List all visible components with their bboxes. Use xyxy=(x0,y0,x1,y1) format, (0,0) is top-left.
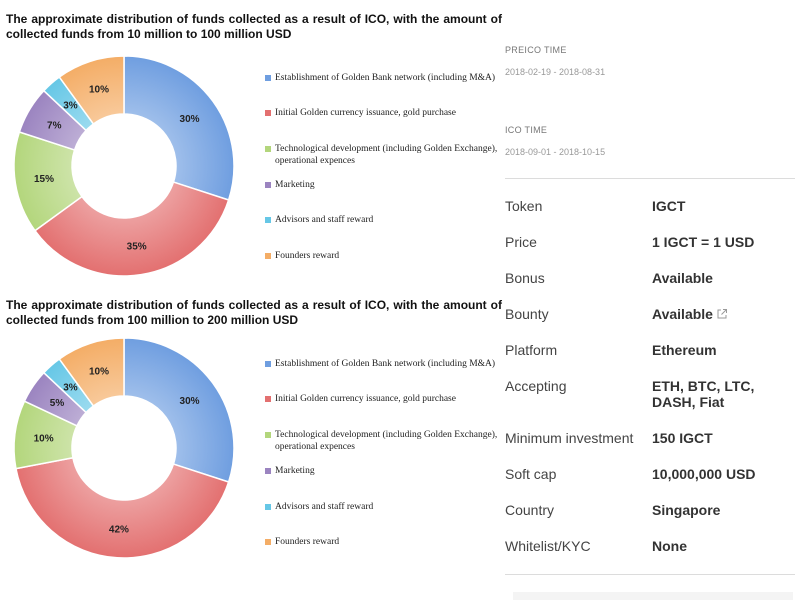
detail-value[interactable]: Available xyxy=(652,306,713,322)
external-link-icon[interactable] xyxy=(716,308,728,320)
slice-label: 3% xyxy=(63,383,78,394)
legend-swatch xyxy=(265,396,271,402)
detail-label: Whitelist/KYC xyxy=(505,538,591,554)
divider xyxy=(505,574,795,575)
detail-value: None xyxy=(652,538,687,554)
divider xyxy=(505,178,795,179)
legend-item: Establishment of Golden Bank network (in… xyxy=(265,358,515,370)
legend-item: Advisors and staff reward xyxy=(265,501,515,513)
legend-swatch xyxy=(265,146,271,152)
legend-swatch xyxy=(265,110,271,116)
preico-time-value: 2018-02-19 - 2018-08-31 xyxy=(505,67,606,77)
legend-item: Founders reward xyxy=(265,536,515,548)
slice-label: 35% xyxy=(127,242,147,253)
detail-label: Country xyxy=(505,502,555,518)
detail-value: ETH, BTC, LTC, DASH, Fiat xyxy=(652,378,755,410)
donut-slice xyxy=(58,55,125,125)
detail-value: 10,000,000 USD xyxy=(652,466,756,482)
distribution-chart-2: 30% 42% 10% 5% 3% 10% The approximate distrib… xyxy=(0,290,510,580)
slice-label: 30% xyxy=(180,114,200,125)
detail-value: 150 IGCT xyxy=(652,430,713,446)
detail-label: Soft cap xyxy=(505,466,557,482)
slice-label: 7% xyxy=(47,120,62,131)
slice-label: 42% xyxy=(109,524,129,535)
legend-item: Initial Golden currency issuance, gold p… xyxy=(265,393,515,405)
detail-value: Ethereum xyxy=(652,342,717,358)
legend-swatch xyxy=(265,361,271,367)
legend-item: Advisors and staff reward xyxy=(265,214,515,226)
legend-label: Founders reward xyxy=(275,537,340,547)
slice-label: 15% xyxy=(34,174,54,185)
donut-slice xyxy=(33,181,230,277)
legend-label: Advisors and staff reward xyxy=(275,502,374,512)
legend-label: Initial Golden currency issuance, gold p… xyxy=(275,108,456,118)
slice-label: 10% xyxy=(89,84,109,95)
legend-label: Marketing xyxy=(275,466,315,476)
detail-label: Price xyxy=(505,234,537,250)
donut-chart-1: 30% 35% 15% 7%3% 10% xyxy=(13,55,235,277)
chart-1-title: The approximate distribution of funds co… xyxy=(6,12,502,41)
legend-item: Marketing xyxy=(265,465,515,477)
legend-swatch xyxy=(265,253,271,259)
donut-slice xyxy=(123,55,235,201)
chart-2-title: The approximate distribution of funds co… xyxy=(6,298,502,327)
bottom-panel-edge xyxy=(513,592,793,600)
legend-label: Founders reward xyxy=(275,251,340,261)
legend-swatch xyxy=(265,468,271,474)
legend-swatch xyxy=(265,539,271,545)
legend-item: Founders reward xyxy=(265,250,515,262)
legend-label: Advisors and staff reward xyxy=(275,215,374,225)
distribution-chart-1: 30% 35% 15% 7% 3% 10% The approximate distrib… xyxy=(0,0,510,290)
legend-label: Initial Golden currency issuance, gold p… xyxy=(275,394,456,404)
legend-item: Technological development (including Gol… xyxy=(265,143,515,167)
legend-swatch xyxy=(265,75,271,81)
donut-slice xyxy=(58,337,125,407)
donut-slice xyxy=(15,456,230,559)
legend-label: Marketing xyxy=(275,180,315,190)
detail-label: Bounty xyxy=(505,306,549,322)
detail-label: Platform xyxy=(505,342,558,358)
preico-time-label: PREICO TIME xyxy=(505,45,567,55)
legend-label: Establishment of Golden Bank network (in… xyxy=(275,73,496,83)
slice-label: 5% xyxy=(50,398,65,409)
legend-label: Technological development (including Gol… xyxy=(275,144,498,166)
ico-details-panel: PREICO TIME 2018-02-19 - 2018-08-31 ICO … xyxy=(505,0,800,600)
detail-label: Bonus xyxy=(505,270,545,286)
slice-label: 30% xyxy=(180,396,200,407)
detail-label: Token xyxy=(505,198,543,214)
donut-slice xyxy=(123,337,235,483)
slice-label: 3% xyxy=(63,101,78,112)
legend-swatch xyxy=(265,182,271,188)
slice-label: 10% xyxy=(89,366,109,377)
detail-value: Singapore xyxy=(652,502,721,518)
ico-time-value: 2018-09-01 - 2018-10-15 xyxy=(505,147,606,157)
slice-label: 10% xyxy=(34,433,54,444)
detail-value: Available xyxy=(652,270,713,286)
legend-item: Marketing xyxy=(265,179,515,191)
legend-swatch xyxy=(265,432,271,438)
legend-item: Technological development (including Gol… xyxy=(265,429,515,453)
bounty-link[interactable]: Available xyxy=(652,306,800,322)
detail-value: IGCT xyxy=(652,198,686,214)
detail-value: 1 IGCT = 1 USD xyxy=(652,234,755,250)
legend-item: Initial Golden currency issuance, gold p… xyxy=(265,107,515,119)
detail-label: Minimum investment xyxy=(505,430,634,446)
ico-time-label: ICO TIME xyxy=(505,125,548,135)
legend-item: Establishment of Golden Bank network (in… xyxy=(265,72,515,84)
legend-label: Establishment of Golden Bank network (in… xyxy=(275,359,496,369)
donut-chart-2: 30% 42% 10% 5% 3% 10% xyxy=(13,337,235,559)
charts-panel: 30% 35% 15% 7% 3% 10% The approximate distrib… xyxy=(0,0,510,580)
legend-swatch xyxy=(265,504,271,510)
legend-label: Technological development (including Gol… xyxy=(275,430,498,452)
legend-swatch xyxy=(265,217,271,223)
detail-label: Accepting xyxy=(505,378,567,394)
